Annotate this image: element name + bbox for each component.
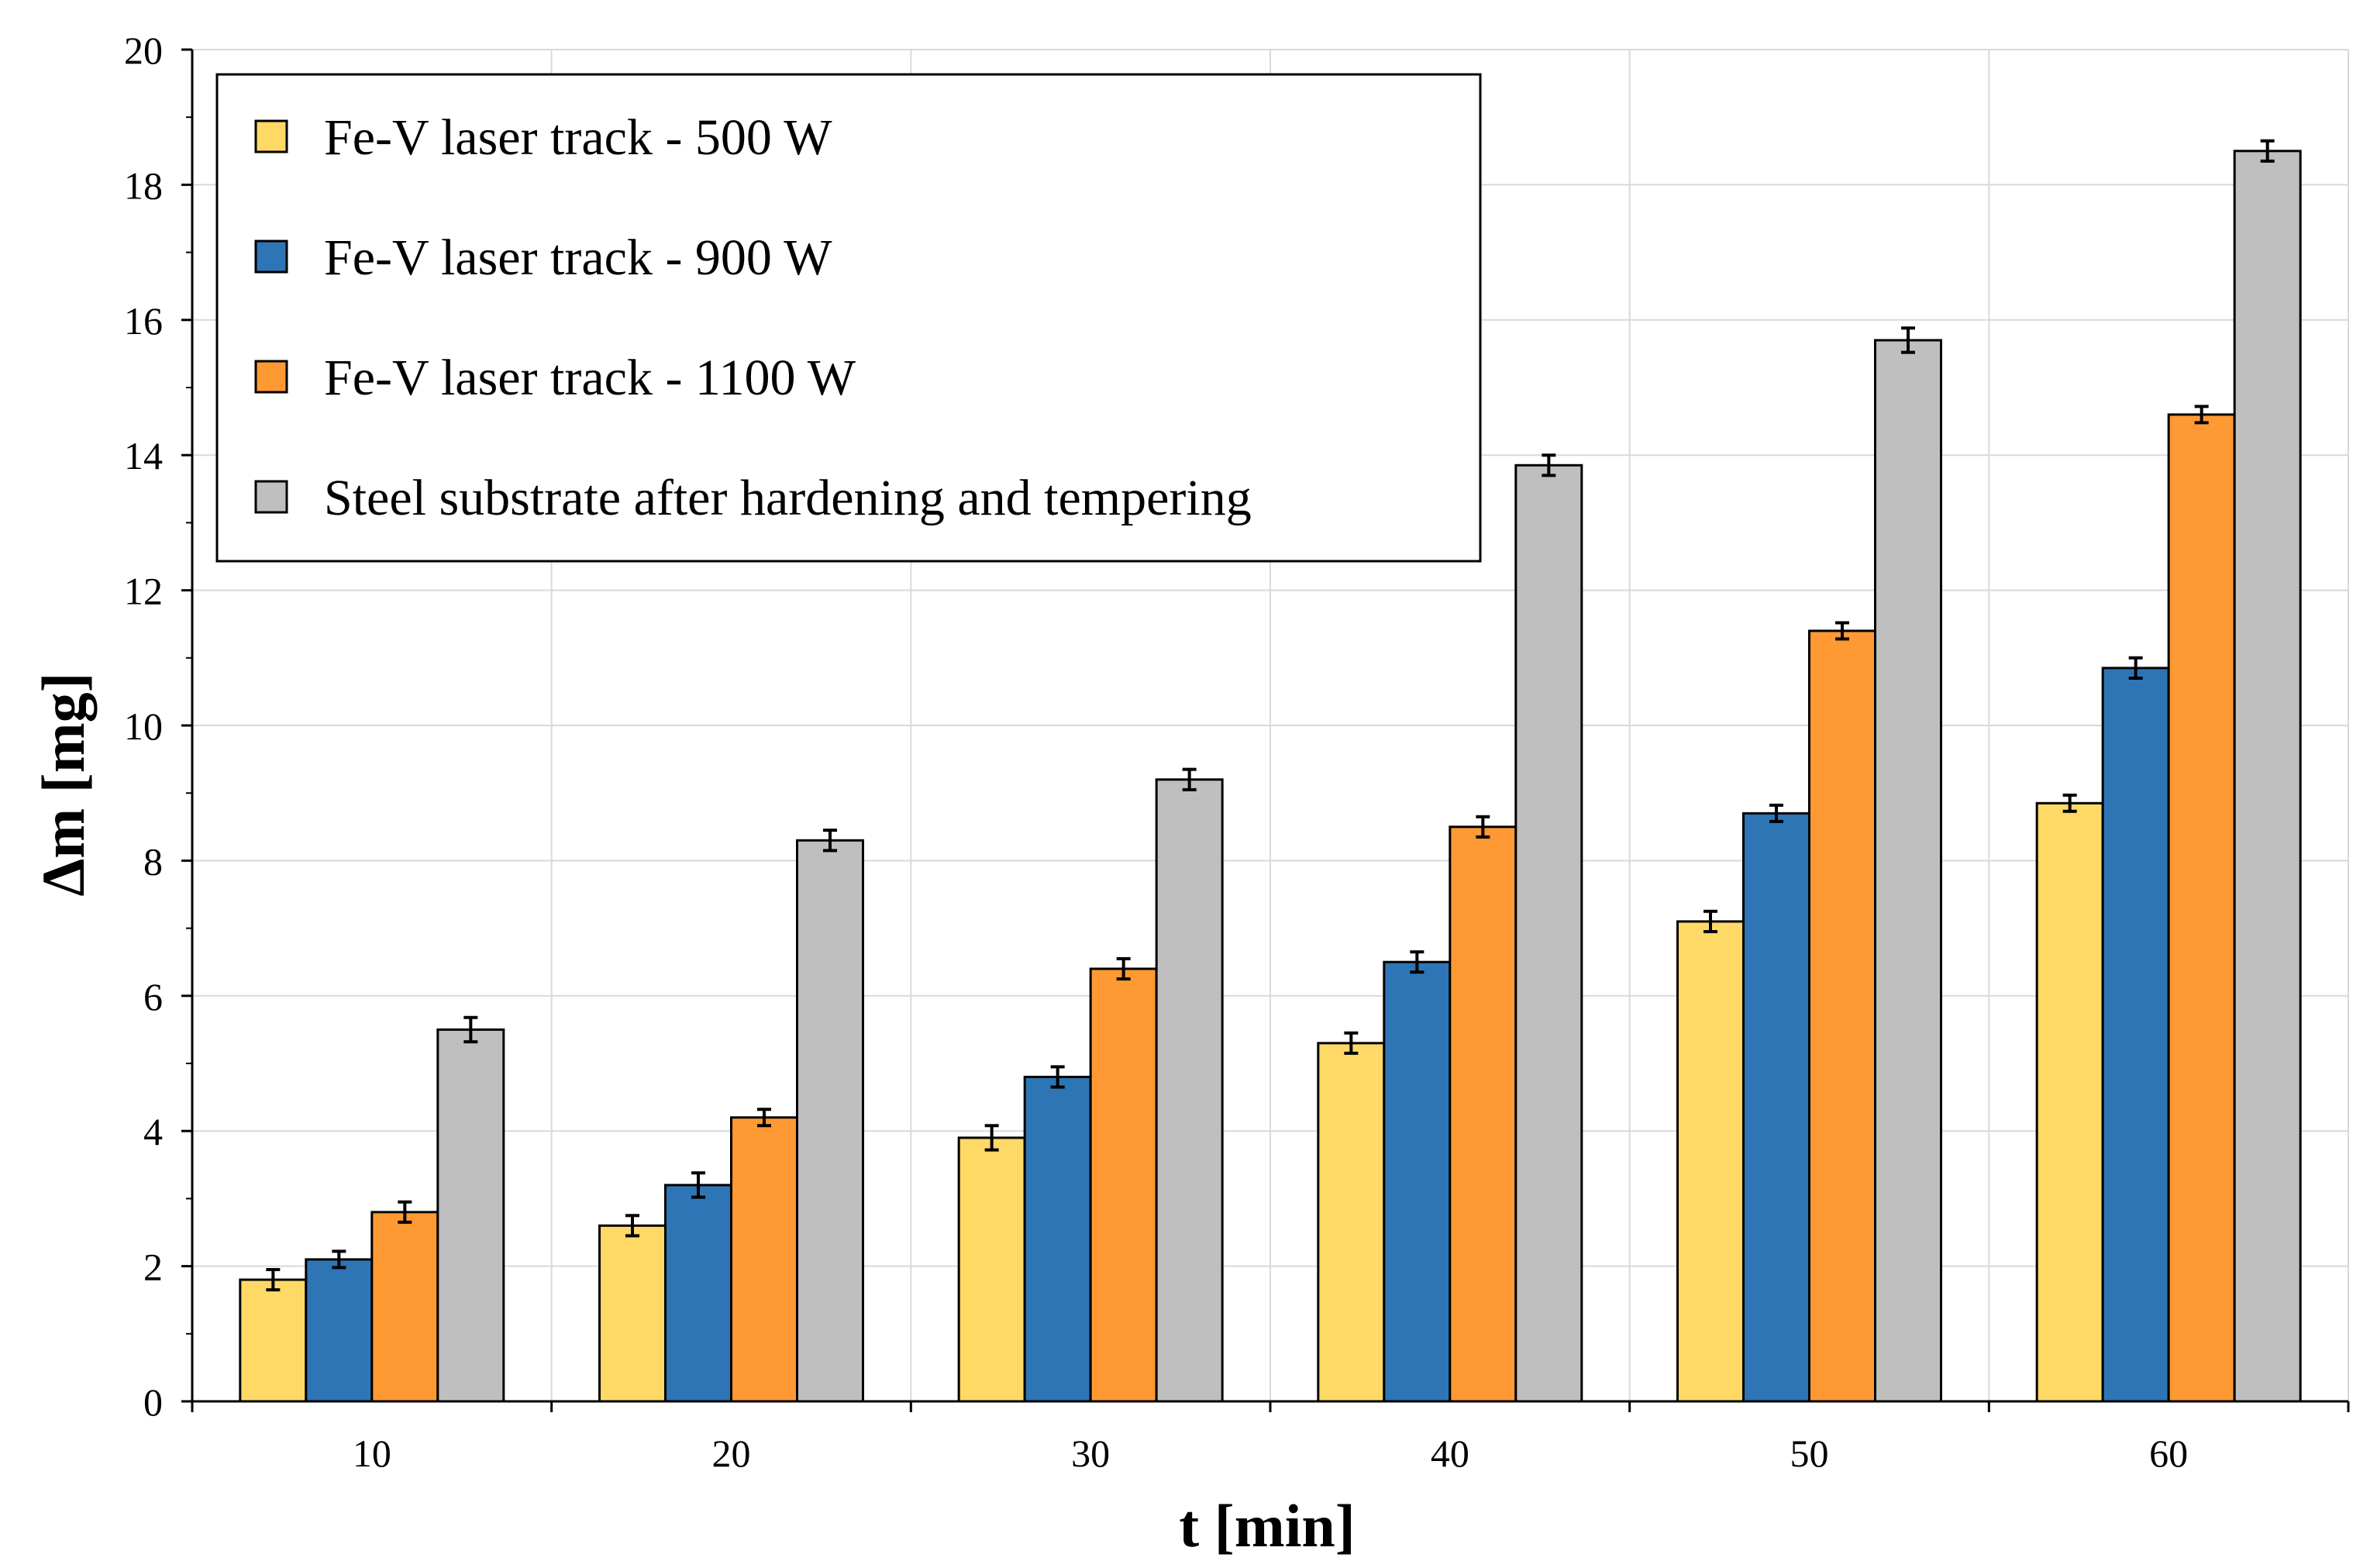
x-tick-label: 50	[1790, 1432, 1829, 1475]
error-bar	[1542, 453, 1556, 477]
x-tick-label: 10	[353, 1432, 391, 1475]
error-bar	[1704, 909, 1717, 933]
bar	[1808, 629, 1876, 1403]
bar	[436, 1028, 505, 1403]
bar	[1089, 967, 1158, 1403]
y-tick-label: 20	[124, 29, 163, 72]
axes	[181, 48, 2350, 1412]
bar	[2233, 150, 2302, 1403]
error-bar	[757, 1108, 771, 1128]
legend: Fe-V laser track - 500 W Fe-V laser track…	[215, 73, 1482, 563]
error-bar	[332, 1249, 346, 1270]
bar	[730, 1116, 798, 1403]
error-bar	[1769, 803, 1783, 823]
error-bar	[1835, 621, 1849, 641]
y-tick-label: 0	[143, 1380, 163, 1424]
x-tick-label: 40	[1431, 1432, 1469, 1475]
error-bar	[1476, 815, 1490, 839]
error-bar	[398, 1200, 412, 1224]
error-bar	[823, 829, 837, 853]
error-bar	[463, 1015, 478, 1044]
x-tick-label: 30	[1071, 1432, 1110, 1475]
bar	[305, 1258, 374, 1403]
legend-swatch	[254, 119, 288, 153]
tick-labels: 0 2 4 6 8 10 12 14 16 18 20 10 20 30 40 50 60	[124, 29, 2188, 1475]
bar	[2035, 801, 2104, 1403]
error-bar	[2128, 656, 2143, 680]
error-bar	[1410, 950, 1424, 974]
bar	[957, 1136, 1026, 1403]
bar	[1676, 920, 1745, 1403]
legend-label: Fe-V laser track - 900 W	[324, 229, 832, 286]
legend-label: Fe-V laser track - 1100 W	[324, 350, 856, 406]
bar	[2101, 667, 2170, 1403]
bar	[239, 1278, 308, 1403]
error-bar	[266, 1267, 281, 1292]
y-axis-title: Δm [mg]	[29, 672, 97, 896]
bar	[664, 1184, 732, 1403]
bars	[239, 150, 2302, 1403]
legend-label: Fe-V laser track - 500 W	[324, 109, 832, 166]
legend-entry: Steel substrate after hardening and temp…	[254, 470, 1252, 526]
bar	[796, 839, 864, 1403]
error-bar	[2260, 139, 2275, 163]
y-tick-label: 14	[124, 434, 163, 477]
bar	[1742, 812, 1810, 1403]
error-bar	[984, 1124, 999, 1152]
legend-entry: Fe-V laser track - 1100 W	[254, 350, 856, 406]
error-bar	[2062, 793, 2077, 813]
legend-label: Steel substrate after hardening and temp…	[324, 470, 1252, 526]
y-tick-label: 18	[124, 164, 163, 207]
bar	[598, 1224, 667, 1403]
bar	[1023, 1075, 1092, 1403]
x-tick-label: 20	[712, 1432, 751, 1475]
legend-swatch	[254, 360, 288, 394]
bar	[1317, 1042, 1386, 1403]
error-bar	[1344, 1031, 1359, 1055]
bar	[2167, 413, 2236, 1403]
y-tick-label: 4	[143, 1110, 163, 1153]
bar	[1514, 464, 1583, 1403]
error-bar	[1050, 1065, 1065, 1089]
legend-entry: Fe-V laser track - 500 W	[254, 109, 832, 166]
bar	[1874, 339, 1942, 1403]
x-tick-label: 60	[2149, 1432, 2188, 1475]
bar	[1449, 825, 1517, 1403]
bar	[1155, 778, 1224, 1403]
legend-swatch	[254, 240, 288, 274]
y-tick-label: 6	[143, 975, 163, 1018]
error-bar	[1901, 326, 1915, 354]
error-bar	[1182, 767, 1197, 791]
x-axis-title: t [min]	[1179, 1492, 1355, 1559]
y-tick-label: 2	[143, 1246, 163, 1289]
y-tick-label: 12	[124, 570, 163, 613]
error-bar	[625, 1214, 639, 1238]
y-tick-label: 16	[124, 299, 163, 343]
error-bar	[1116, 956, 1131, 980]
error-bars	[266, 139, 2275, 1292]
y-tick-label: 8	[143, 839, 163, 883]
error-bar	[2194, 405, 2209, 425]
legend-swatch	[254, 480, 288, 514]
bar	[1383, 960, 1452, 1403]
bar	[370, 1211, 439, 1403]
error-bar	[691, 1171, 705, 1199]
legend-frame	[215, 73, 1482, 563]
y-tick-label: 10	[124, 705, 163, 748]
legend-entry: Fe-V laser track - 900 W	[254, 229, 832, 286]
